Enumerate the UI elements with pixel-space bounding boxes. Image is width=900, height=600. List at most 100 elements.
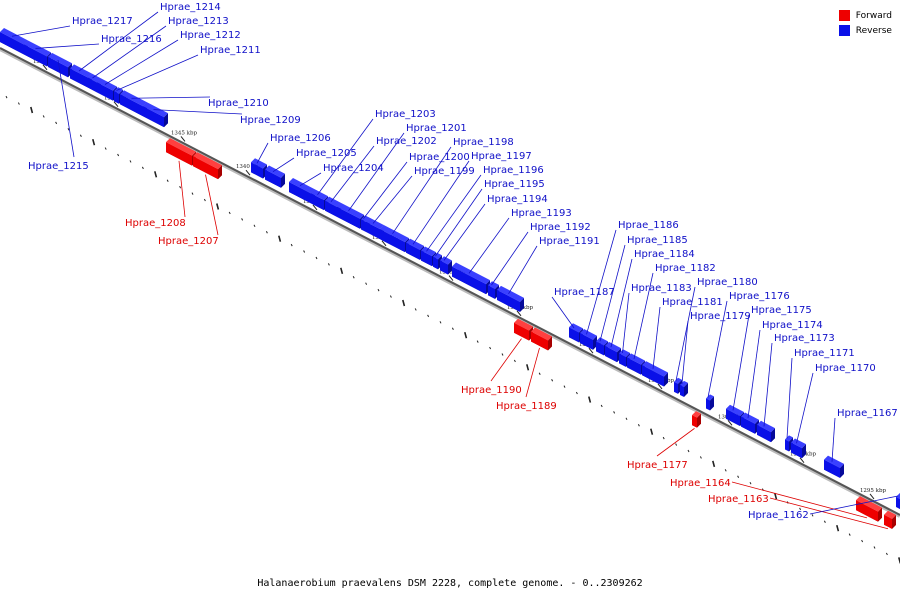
gene-hprae-1208-label[interactable]: Hprae_1208 xyxy=(125,218,186,229)
gene-hprae-1202-label[interactable]: Hprae_1202 xyxy=(376,136,437,147)
gene-hprae-1197-label[interactable]: Hprae_1197 xyxy=(471,151,532,162)
gene-hprae-1182[interactable] xyxy=(627,353,645,375)
gene-hprae-1212-label[interactable]: Hprae_1212 xyxy=(180,30,241,41)
gene-hprae-1181[interactable] xyxy=(642,361,668,387)
gene-hprae-1191-label[interactable]: Hprae_1191 xyxy=(539,236,600,247)
gene-hprae-1164[interactable] xyxy=(856,496,882,522)
gene-hprae-1162[interactable] xyxy=(896,492,900,509)
gene-hprae-1211-label[interactable]: Hprae_1211 xyxy=(200,45,261,56)
gene-hprae-1200-label[interactable]: Hprae_1200 xyxy=(409,152,470,163)
gene-hprae-1205[interactable] xyxy=(265,165,285,188)
gene-hprae-1175-label[interactable]: Hprae_1175 xyxy=(751,305,812,316)
ruler-tick xyxy=(402,299,406,307)
gene-hprae-1201-label[interactable]: Hprae_1201 xyxy=(406,123,467,134)
gene-hprae-1171-leader xyxy=(786,357,793,439)
gene-hprae-1173-label[interactable]: Hprae_1173 xyxy=(774,333,835,344)
gene-hprae-1181-label[interactable]: Hprae_1181 xyxy=(662,297,723,308)
gene-top xyxy=(619,349,630,357)
legend-forward-label: Forward xyxy=(855,10,892,21)
gene-hprae-1198-label[interactable]: Hprae_1198 xyxy=(453,137,514,148)
gene-hprae-1171-label[interactable]: Hprae_1171 xyxy=(794,348,855,359)
gene-hprae-1170[interactable] xyxy=(791,438,806,459)
gene-hprae-1186[interactable] xyxy=(580,328,597,350)
gene-hprae-1209-label[interactable]: Hprae_1209 xyxy=(240,115,301,126)
gene-hprae-1193-label[interactable]: Hprae_1193 xyxy=(511,208,572,219)
gene-hprae-1163-label[interactable]: Hprae_1163 xyxy=(708,494,769,505)
gene-hprae-1167[interactable] xyxy=(824,455,844,478)
gene-hprae-1206-label[interactable]: Hprae_1206 xyxy=(270,133,331,144)
gene-hprae-1194[interactable] xyxy=(440,256,452,275)
gene-hprae-1194-label[interactable]: Hprae_1194 xyxy=(487,194,548,205)
gene-hprae-1167-label[interactable]: Hprae_1167 xyxy=(837,408,898,419)
kbp-tick-mark xyxy=(516,310,522,317)
gene-hprae-1182-label[interactable]: Hprae_1182 xyxy=(655,263,716,274)
gene-hprae-1187-label[interactable]: Hprae_1187 xyxy=(554,287,615,298)
gene-top xyxy=(741,412,759,424)
gene-hprae-1214-label[interactable]: Hprae_1214 xyxy=(160,2,221,13)
kbp-tick-mark xyxy=(727,419,733,426)
gene-hprae-1173[interactable] xyxy=(757,420,775,443)
gene-hprae-1186-label[interactable]: Hprae_1186 xyxy=(618,220,679,231)
gene-hprae-1204-label[interactable]: Hprae_1204 xyxy=(323,163,384,174)
gene-hprae-1176[interactable] xyxy=(706,394,714,411)
gene-hprae-1206[interactable] xyxy=(251,158,267,179)
gene-hprae-1189[interactable] xyxy=(531,327,552,351)
gene-hprae-1216-label[interactable]: Hprae_1216 xyxy=(101,34,162,45)
gene-side xyxy=(802,444,806,459)
gene-hprae-1210-label[interactable]: Hprae_1210 xyxy=(208,98,269,109)
gene-hprae-1180-leader xyxy=(675,286,696,381)
gene-hprae-1176-label[interactable]: Hprae_1176 xyxy=(729,291,790,302)
gene-hprae-1198[interactable] xyxy=(380,225,409,253)
kbp-tick-mark xyxy=(312,204,318,211)
gene-hprae-1162-label[interactable]: Hprae_1162 xyxy=(748,510,809,521)
gene-hprae-1174-label[interactable]: Hprae_1174 xyxy=(762,320,823,331)
gene-hprae-1205-label[interactable]: Hprae_1205 xyxy=(296,148,357,159)
gene-hprae-1180-label[interactable]: Hprae_1180 xyxy=(697,277,758,288)
gene-hprae-1209[interactable] xyxy=(143,102,168,128)
ruler-tick xyxy=(464,331,468,339)
gene-hprae-1196-label[interactable]: Hprae_1196 xyxy=(483,165,544,176)
gene-hprae-1193[interactable] xyxy=(452,262,490,295)
gene-hprae-1191[interactable] xyxy=(497,285,524,312)
gene-hprae-1192-label[interactable]: Hprae_1192 xyxy=(530,222,591,233)
gene-top xyxy=(193,152,222,170)
gene-hprae-1189-leader xyxy=(525,347,540,398)
gene-hprae-1179-label[interactable]: Hprae_1179 xyxy=(690,311,751,322)
gene-hprae-1174-leader xyxy=(747,329,761,419)
gene-hprae-1185-label[interactable]: Hprae_1185 xyxy=(627,235,688,246)
gene-top xyxy=(289,177,315,194)
gene-hprae-1164-label[interactable]: Hprae_1164 xyxy=(670,478,731,489)
kbp-tick-mark xyxy=(869,493,875,500)
gene-hprae-1213-label[interactable]: Hprae_1213 xyxy=(168,16,229,27)
gene-hprae-1177-label[interactable]: Hprae_1177 xyxy=(627,460,688,471)
gene-hprae-1196[interactable] xyxy=(421,246,436,267)
gene-side xyxy=(548,336,552,351)
ruler-tick xyxy=(327,263,330,266)
gene-hprae-1217-label[interactable]: Hprae_1217 xyxy=(72,16,133,27)
gene-hprae-1162-leader xyxy=(809,495,899,515)
gene-face xyxy=(406,242,420,260)
ruler-tick xyxy=(340,267,344,275)
gene-hprae-1212-leader xyxy=(104,39,179,85)
gene-hprae-1189-label[interactable]: Hprae_1189 xyxy=(496,401,557,412)
gene-hprae-1163[interactable] xyxy=(884,510,896,529)
gene-hprae-1183-label[interactable]: Hprae_1183 xyxy=(631,283,692,294)
kbp-tick-mark xyxy=(588,347,594,354)
gene-hprae-1207[interactable] xyxy=(193,152,222,180)
ruler-tick xyxy=(191,192,194,195)
gene-face xyxy=(0,32,24,55)
gene-hprae-1184[interactable] xyxy=(605,341,621,363)
gene-top xyxy=(311,189,328,201)
gene-hprae-1170-label[interactable]: Hprae_1170 xyxy=(815,363,876,374)
gene-hprae-1190-label[interactable]: Hprae_1190 xyxy=(461,385,522,396)
gene-hprae-1195-label[interactable]: Hprae_1195 xyxy=(484,179,545,190)
ruler-tick xyxy=(5,95,8,99)
gene-hprae-1174[interactable] xyxy=(741,412,759,434)
gene-hprae-1177[interactable] xyxy=(692,411,701,428)
gene-hprae-1207-label[interactable]: Hprae_1207 xyxy=(158,236,219,247)
gene-hprae-1199-label[interactable]: Hprae_1199 xyxy=(414,166,475,177)
gene-hprae-1184-label[interactable]: Hprae_1184 xyxy=(634,249,695,260)
gene-hprae-1179[interactable] xyxy=(680,380,688,397)
gene-hprae-1215-label[interactable]: Hprae_1215 xyxy=(28,161,89,172)
gene-hprae-1203-label[interactable]: Hprae_1203 xyxy=(375,109,436,120)
